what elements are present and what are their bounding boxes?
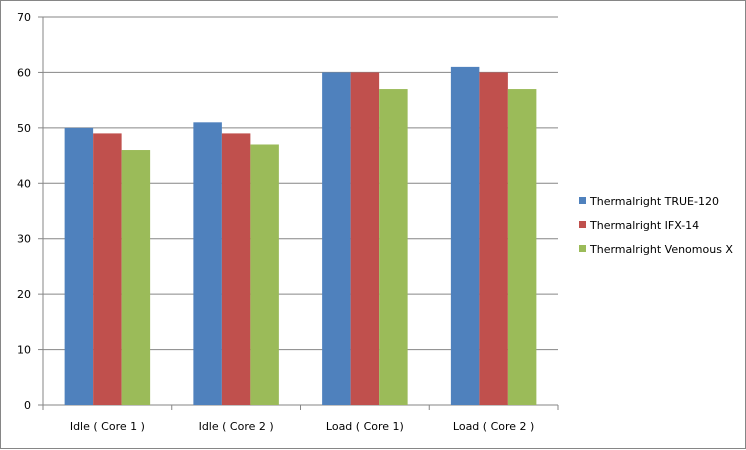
- bar: [479, 72, 508, 405]
- legend-label: Thermalright Venomous X: [589, 243, 733, 256]
- y-tick-label: 60: [17, 66, 31, 79]
- legend-swatch: [579, 197, 586, 204]
- bar: [121, 150, 151, 405]
- y-tick-label: 0: [24, 399, 31, 412]
- x-category-label: Idle ( Core 2 ): [199, 420, 274, 433]
- legend-swatch: [579, 221, 586, 228]
- y-tick-label: 10: [17, 344, 31, 357]
- bar: [450, 66, 480, 405]
- bar: [250, 144, 279, 405]
- bar: [322, 72, 351, 405]
- bar: [221, 133, 251, 405]
- x-category-label: Load ( Core 2 ): [453, 420, 534, 433]
- bar: [93, 133, 122, 405]
- y-tick-label: 20: [17, 288, 31, 301]
- legend-label: Thermalright IFX-14: [589, 219, 699, 232]
- y-tick-label: 30: [17, 233, 31, 246]
- y-tick-label: 70: [17, 11, 31, 24]
- legend-swatch: [579, 245, 586, 252]
- legend-label: Thermalright TRUE-120: [589, 195, 719, 208]
- bar: [193, 122, 222, 406]
- bar: [379, 89, 408, 406]
- bar: [350, 72, 380, 405]
- y-tick-label: 40: [17, 177, 31, 190]
- bar: [64, 127, 94, 405]
- x-category-label: Idle ( Core 1 ): [70, 420, 145, 433]
- bar: [507, 89, 537, 406]
- y-tick-label: 50: [17, 122, 31, 135]
- x-category-label: Load ( Core 1): [326, 420, 404, 433]
